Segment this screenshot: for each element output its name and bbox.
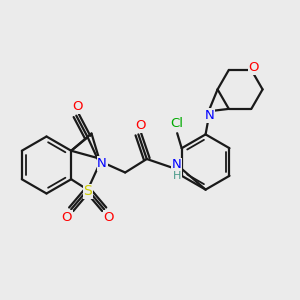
Text: O: O xyxy=(73,100,83,113)
Text: Cl: Cl xyxy=(171,117,184,130)
Text: N: N xyxy=(97,157,107,170)
Text: O: O xyxy=(61,211,72,224)
Text: N: N xyxy=(205,109,215,122)
Text: O: O xyxy=(248,61,259,74)
Text: O: O xyxy=(136,119,146,132)
Text: N: N xyxy=(172,158,182,172)
Text: H: H xyxy=(172,171,181,182)
Text: O: O xyxy=(103,211,114,224)
Text: S: S xyxy=(83,184,92,198)
